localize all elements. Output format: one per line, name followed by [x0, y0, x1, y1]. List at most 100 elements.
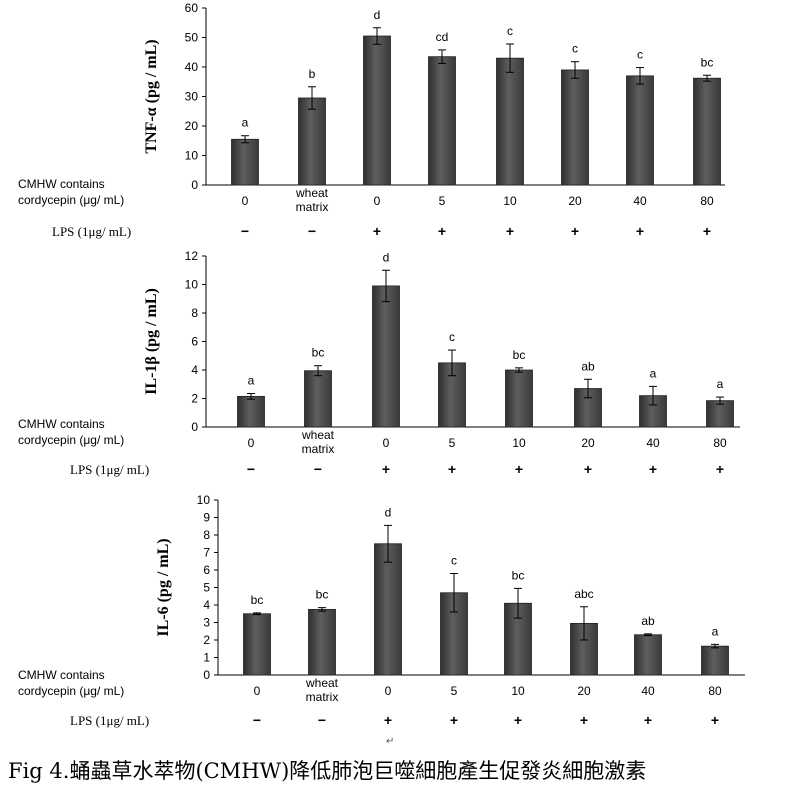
lps-symbol: +	[506, 223, 514, 239]
x-tick-label: 20	[577, 684, 591, 698]
bar	[243, 613, 271, 676]
bar	[237, 395, 265, 428]
lps-label: LPS (1μg/ mL)	[70, 713, 149, 728]
bar	[298, 97, 326, 186]
y-tick-label: 8	[191, 306, 198, 320]
x-tick-label: wheat	[301, 428, 335, 442]
y-tick-label: 1	[203, 651, 210, 665]
bar	[561, 69, 589, 186]
bar	[363, 35, 391, 186]
significance-label: a	[712, 624, 719, 638]
lps-symbol: +	[711, 712, 719, 728]
lps-label: LPS (1μg/ mL)	[70, 462, 149, 477]
y-tick-label: 6	[203, 563, 210, 577]
x-tick-label: 40	[646, 436, 660, 450]
lps-symbol: −	[314, 461, 322, 477]
significance-label: a	[242, 116, 249, 130]
x-tick-label: 80	[713, 436, 727, 450]
lps-symbol: +	[515, 461, 523, 477]
bar	[706, 400, 734, 428]
significance-label: bc	[316, 588, 329, 602]
x-tick-label: 20	[581, 436, 595, 450]
y-tick-label: 2	[191, 392, 198, 406]
x-tick-label: 20	[568, 194, 582, 208]
significance-label: d	[383, 250, 390, 264]
x-tick-label: wheat	[295, 186, 329, 200]
bar	[372, 285, 400, 428]
y-tick-label: 20	[185, 119, 199, 133]
y-tick-label: 12	[185, 249, 199, 263]
x-tick-label: 0	[254, 684, 261, 698]
bar	[701, 645, 729, 676]
significance-label: ab	[641, 614, 655, 628]
lps-label: LPS (1μg/ mL)	[52, 224, 131, 239]
x-tick-label: 0	[383, 436, 390, 450]
lps-symbol: −	[318, 712, 326, 728]
y-tick-label: 50	[185, 31, 199, 45]
bar	[308, 608, 336, 676]
lps-symbol: +	[636, 223, 644, 239]
x-tick-label: 0	[248, 436, 255, 450]
significance-label: a	[717, 377, 724, 391]
y-tick-label: 3	[203, 616, 210, 630]
significance-label: ab	[581, 359, 595, 373]
y-tick-label: 6	[191, 335, 198, 349]
lps-symbol: +	[450, 712, 458, 728]
lps-symbol: +	[373, 223, 381, 239]
y-axis-label: TNF-α (pg / mL)	[143, 39, 160, 153]
y-tick-label: 60	[185, 1, 199, 15]
x-tick-label: 5	[449, 436, 456, 450]
bar	[626, 75, 654, 186]
x-tick-label: matrix	[306, 690, 339, 704]
x-tick-label: 40	[633, 194, 647, 208]
y-tick-label: 40	[185, 60, 199, 74]
lps-symbol: +	[384, 712, 392, 728]
y-tick-label: 9	[203, 511, 210, 525]
significance-label: a	[248, 374, 255, 388]
x-tick-label: 0	[374, 194, 381, 208]
y-tick-label: 10	[197, 493, 211, 507]
row-label-cordycepin: cordycepin (μg/ mL)	[18, 684, 124, 698]
y-tick-label: 2	[203, 633, 210, 647]
significance-label: bc	[512, 568, 525, 582]
row-label-cmhw: CMHW contains	[18, 417, 105, 431]
lps-symbol: −	[253, 712, 261, 728]
y-tick-label: 5	[203, 581, 210, 595]
row-label-cmhw: CMHW contains	[18, 177, 105, 191]
bar	[496, 57, 524, 186]
significance-label: bc	[312, 346, 325, 360]
y-tick-label: 0	[191, 178, 198, 192]
lps-symbol: +	[438, 223, 446, 239]
y-axis-label: IL-6 (pg / mL)	[155, 538, 172, 636]
bar	[231, 138, 259, 186]
y-axis-label: IL-1β (pg / mL)	[143, 288, 160, 395]
x-tick-label: 10	[512, 436, 526, 450]
significance-label: cd	[436, 30, 449, 44]
lps-symbol: +	[584, 461, 592, 477]
x-tick-label: matrix	[302, 442, 335, 456]
bar	[505, 369, 533, 428]
bar	[304, 370, 332, 428]
lps-symbol: +	[514, 712, 522, 728]
row-label-cmhw: CMHW contains	[18, 668, 105, 682]
x-tick-label: 5	[439, 194, 446, 208]
y-tick-label: 0	[203, 668, 210, 682]
y-tick-label: 4	[191, 363, 198, 377]
significance-label: bc	[251, 593, 264, 607]
row-label-cordycepin: cordycepin (μg/ mL)	[18, 433, 124, 447]
x-tick-label: 0	[385, 684, 392, 698]
lps-symbol: −	[247, 461, 255, 477]
bar	[428, 56, 456, 186]
y-tick-label: 7	[203, 546, 210, 560]
lps-symbol: −	[308, 223, 316, 239]
significance-label: a	[650, 366, 657, 380]
x-tick-label: 40	[641, 684, 655, 698]
y-tick-label: 0	[191, 420, 198, 434]
y-tick-label: 10	[185, 149, 199, 163]
x-tick-label: matrix	[296, 200, 329, 214]
significance-label: c	[637, 48, 643, 62]
significance-label: bc	[701, 55, 714, 69]
lps-symbol: +	[649, 461, 657, 477]
significance-label: c	[449, 330, 455, 344]
